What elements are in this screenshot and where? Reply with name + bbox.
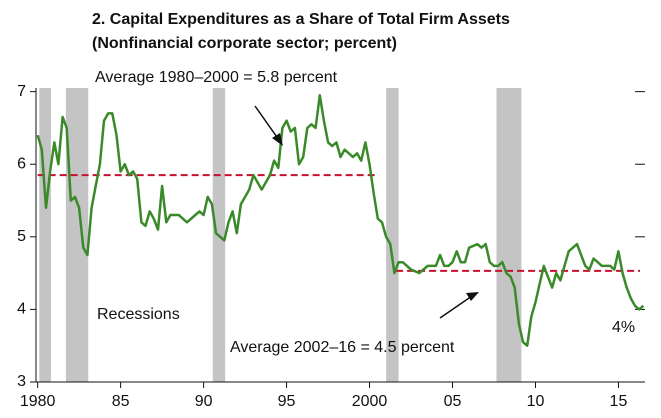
x-tick-label: 05 [444,393,462,410]
annotation: Recessions [97,306,180,323]
end-label: 4% [612,319,635,336]
annotation: Average 2002–16 = 4.5 percent [230,339,455,356]
data-line [36,94,645,347]
y-tick-label: 7 [17,83,26,100]
recession-band [386,88,399,382]
recession-band [65,88,89,382]
arrow-head [466,292,479,301]
arrow-head [272,133,283,146]
recession-band [39,88,51,382]
y-tick-label: 4 [17,301,26,318]
arrow [439,295,473,319]
arrow [254,105,280,141]
y-tick-label: 3 [17,373,26,390]
chart-title: 2. Capital Expenditures as a Share of To… [92,11,510,28]
y-tick-label: 6 [17,155,26,172]
annotation: Average 1980–2000 = 5.8 percent [95,69,338,86]
x-tick-label: 95 [278,393,296,410]
chart-subtitle: (Nonfinancial corporate sector; percent) [92,35,397,52]
x-tick-label: 90 [195,393,213,410]
x-tick-label: 1980 [20,393,56,410]
x-tick-label: 10 [527,393,545,410]
x-tick-label: 85 [112,393,130,410]
recession-band [496,88,522,382]
x-tick-label: 2000 [352,393,388,410]
plot-area: 3 4 5 6 7 1980 85 90 95 2000 05 10 15 [17,83,645,410]
x-tick-label: 15 [610,393,628,410]
y-tick-label: 5 [17,228,26,245]
